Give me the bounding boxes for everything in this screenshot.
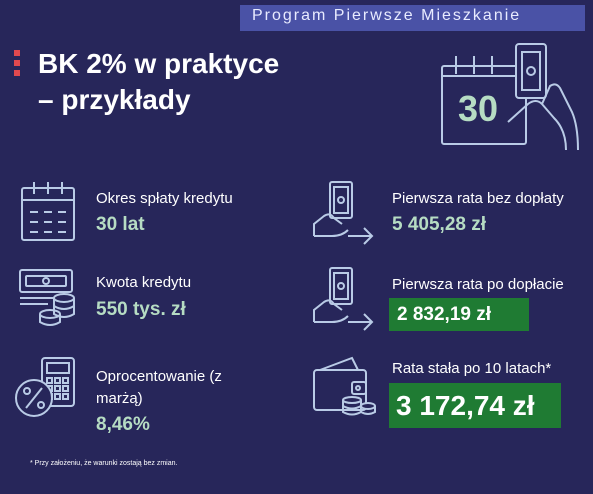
footnote: * Przy założeniu, że warunki zostają bez…: [30, 460, 178, 467]
accent-mark: [14, 70, 20, 76]
accent-mark: [14, 60, 20, 66]
subsidized-installment-label: Pierwsza rata po dopłacie: [392, 276, 564, 293]
program-name: Program Pierwsze Mieszkanie: [252, 7, 522, 24]
wallet-coins-icon: [312, 356, 376, 418]
money-coins-icon: [18, 268, 78, 330]
header-bar: Program Pierwsze Mieszkanie: [0, 0, 593, 38]
fixed-installment-value: 3 172,74 zł: [396, 390, 535, 421]
page-title: BK 2% w praktyce – przykłady: [38, 46, 279, 118]
calendar-hand-icon: 30: [438, 42, 583, 154]
fixed-installment-highlight: [389, 383, 561, 428]
calculator-percent-icon: [14, 356, 78, 420]
program-banner: [240, 5, 585, 31]
fixed-installment-label: Rata stała po 10 latach*: [392, 360, 552, 377]
interest-rate-label-line-1: Oprocentowanie (z: [96, 368, 222, 385]
subsidized-installment-highlight: [389, 298, 529, 331]
loan-amount-value: 550 tys. zł: [96, 299, 186, 320]
calendar-icon: [20, 180, 76, 242]
payment-hand-icon: [312, 266, 376, 332]
loan-term-label: Okres spłaty kredytu: [96, 190, 233, 207]
calendar-value: 30: [458, 88, 499, 129]
interest-rate-label: Oprocentowanie (z marżą): [96, 366, 222, 410]
first-installment-label: Pierwsza rata bez dopłaty: [392, 190, 564, 207]
accent-mark: [14, 50, 20, 56]
title-line-2: – przykłady: [38, 84, 191, 115]
interest-rate-value: 8,46%: [96, 414, 150, 435]
title-line-1: BK 2% w praktyce: [38, 48, 280, 79]
loan-term-value: 30 lat: [96, 214, 145, 235]
subsidized-installment-value: 2 832,19 zł: [397, 304, 492, 325]
interest-rate-label-line-2: marżą): [96, 390, 143, 407]
payment-hand-icon: [312, 180, 376, 246]
first-installment-value: 5 405,28 zł: [392, 214, 487, 235]
loan-amount-label: Kwota kredytu: [96, 274, 192, 291]
